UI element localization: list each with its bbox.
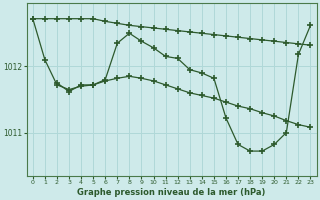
- X-axis label: Graphe pression niveau de la mer (hPa): Graphe pression niveau de la mer (hPa): [77, 188, 266, 197]
